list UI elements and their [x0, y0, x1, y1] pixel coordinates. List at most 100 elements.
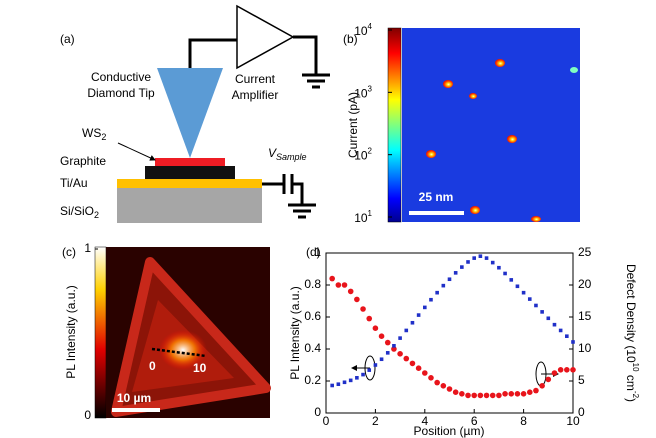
point	[354, 296, 360, 303]
point	[483, 392, 490, 399]
point	[526, 389, 533, 396]
base: 10	[354, 211, 368, 225]
tip-label: Diamond Tip	[87, 86, 155, 100]
point	[348, 378, 353, 383]
point	[478, 254, 483, 258]
point	[415, 365, 422, 372]
point	[372, 325, 379, 332]
line-end: 10	[193, 361, 207, 375]
point	[477, 392, 484, 399]
point	[509, 278, 514, 282]
point	[378, 333, 385, 340]
colorbar	[94, 246, 107, 419]
capacitor	[262, 174, 316, 219]
point	[557, 367, 564, 373]
wire	[293, 35, 318, 75]
scale-label: 25 nm	[419, 190, 454, 204]
point	[571, 340, 575, 344]
point	[551, 370, 558, 376]
x-tick-label: 0	[323, 414, 330, 428]
point	[428, 375, 434, 381]
point	[508, 391, 515, 397]
y2-tick-label: 10	[578, 341, 592, 355]
scale-bar	[112, 408, 160, 412]
x-tick-label: 2	[372, 414, 379, 428]
panel-label: (d)	[306, 245, 321, 259]
point	[489, 392, 496, 399]
scale-label: 10 µm	[117, 391, 151, 405]
scale-bar	[409, 211, 464, 215]
amplifier	[236, 4, 295, 70]
point	[496, 392, 502, 399]
substrate-label: Si/SiO2	[60, 204, 99, 220]
tiau-layer	[117, 179, 262, 188]
sub: 2	[94, 210, 99, 220]
part: 10	[631, 363, 640, 372]
point	[379, 357, 384, 362]
y-axis-label: PL Intensity (a.u.)	[288, 286, 302, 380]
point	[453, 271, 458, 275]
exp: 3	[368, 84, 373, 93]
y2-tick-label: 0	[578, 405, 585, 419]
point	[502, 391, 508, 397]
point	[403, 355, 410, 362]
part: )	[624, 398, 638, 402]
point	[545, 376, 552, 383]
ws2-layer	[155, 158, 225, 166]
point	[565, 334, 569, 338]
point	[441, 283, 446, 288]
y2-tick-label: 15	[578, 309, 592, 323]
y-tick-label: 0.6	[304, 309, 321, 323]
tip	[157, 68, 223, 158]
panel-label: (b)	[343, 32, 358, 46]
exp: 4	[368, 22, 373, 31]
y-tick-label: 0.4	[304, 341, 321, 355]
point	[435, 290, 439, 295]
colorbar-tick-label: 101	[354, 209, 372, 225]
line-start: 0	[149, 359, 156, 373]
colorbar-label: PL Intensity (a.u.)	[64, 285, 78, 379]
point	[471, 392, 478, 399]
tip-label: Conductive	[91, 70, 151, 84]
point	[367, 368, 372, 372]
point	[341, 282, 348, 288]
point	[465, 392, 471, 399]
hotspot	[159, 330, 207, 370]
part: cm	[624, 372, 638, 391]
point	[515, 284, 520, 289]
point	[521, 290, 526, 295]
wire	[188, 38, 237, 68]
y-tick-label: 0	[314, 405, 321, 419]
base: 10	[354, 24, 368, 38]
ws2-label: WS2	[82, 126, 106, 142]
sub: Sample	[276, 152, 307, 162]
point	[527, 297, 532, 301]
point	[423, 305, 427, 310]
part: Defect Density (	[624, 264, 638, 349]
plot-frame	[325, 252, 574, 414]
point	[335, 282, 342, 288]
point	[460, 265, 464, 269]
x-tick-label: 4	[421, 414, 428, 428]
graphite-label: Graphite	[60, 154, 106, 168]
amp-label: Amplifier	[232, 88, 279, 102]
point	[385, 351, 390, 355]
point	[336, 382, 341, 386]
colorbar-tick-label: 0	[84, 408, 91, 422]
colorbar-tick-label: 102	[354, 147, 372, 163]
point	[534, 303, 538, 308]
point	[416, 313, 421, 317]
base: 10	[354, 87, 368, 101]
amp-label: Current	[235, 72, 276, 86]
point	[447, 277, 452, 282]
colorbar	[387, 27, 402, 223]
point	[342, 380, 347, 385]
point	[570, 367, 576, 373]
point	[503, 271, 507, 276]
point	[373, 363, 378, 367]
x-tick-label: 8	[520, 414, 527, 428]
colorbar-tick-label: 104	[354, 22, 372, 38]
line-cut	[151, 347, 207, 358]
point	[434, 379, 440, 386]
